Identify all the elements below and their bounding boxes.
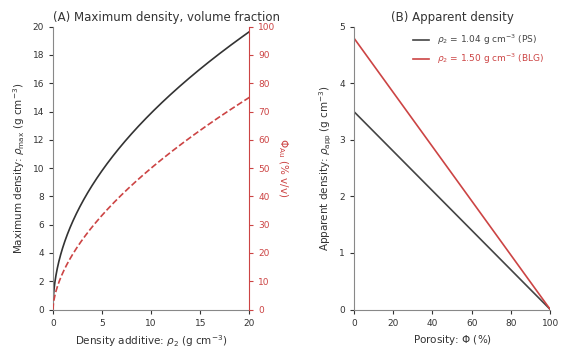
Legend: $\rho_2$ = 1.04 g cm$^{-3}$ (PS), $\rho_2$ = 1.50 g cm$^{-3}$ (BLG): $\rho_2$ = 1.04 g cm$^{-3}$ (PS), $\rho_… <box>409 30 548 70</box>
Y-axis label: Maximum density: $\rho_{\mathrm{max}}$ (g cm$^{-3}$): Maximum density: $\rho_{\mathrm{max}}$ (… <box>11 82 27 254</box>
Text: (A) Maximum density, volume fraction: (A) Maximum density, volume fraction <box>53 11 280 24</box>
X-axis label: Porosity: $\Phi$ (%): Porosity: $\Phi$ (%) <box>413 333 491 347</box>
$\rho_2$ = 1.04 g cm$^{-3}$ (PS) <box>542 303 549 307</box>
$\rho_2$ = 1.04 g cm$^{-3}$ (PS) <box>445 204 452 209</box>
$\rho_2$ = 1.04 g cm$^{-3}$ (PS) <box>467 227 474 231</box>
Line: $\rho_2$ = 1.50 g cm$^{-3}$ (BLG): $\rho_2$ = 1.50 g cm$^{-3}$ (BLG) <box>354 38 550 310</box>
Line: $\rho_2$ = 1.04 g cm$^{-3}$ (PS): $\rho_2$ = 1.04 g cm$^{-3}$ (PS) <box>354 112 550 310</box>
$\rho_2$ = 1.50 g cm$^{-3}$ (BLG) <box>547 307 553 312</box>
$\rho_2$ = 1.50 g cm$^{-3}$ (BLG) <box>445 166 452 171</box>
$\rho_2$ = 1.04 g cm$^{-3}$ (PS) <box>443 203 450 208</box>
$\rho_2$ = 1.04 g cm$^{-3}$ (PS) <box>351 109 357 114</box>
$\rho_2$ = 1.04 g cm$^{-3}$ (PS) <box>457 216 463 221</box>
$\rho_2$ = 1.04 g cm$^{-3}$ (PS) <box>511 272 518 276</box>
$\rho_2$ = 1.50 g cm$^{-3}$ (BLG) <box>443 165 450 169</box>
$\rho_2$ = 1.50 g cm$^{-3}$ (BLG) <box>542 301 549 305</box>
$\rho_2$ = 1.50 g cm$^{-3}$ (BLG) <box>467 197 474 202</box>
$\rho_2$ = 1.04 g cm$^{-3}$ (PS) <box>547 307 553 312</box>
$\rho_2$ = 1.50 g cm$^{-3}$ (BLG) <box>457 183 463 187</box>
Title: (B) Apparent density: (B) Apparent density <box>390 11 514 24</box>
$\rho_2$ = 1.50 g cm$^{-3}$ (BLG) <box>511 258 518 263</box>
Y-axis label: $\Phi_{\mathrm{Au}}$ (% v/v): $\Phi_{\mathrm{Au}}$ (% v/v) <box>276 138 290 198</box>
Y-axis label: Apparent density: $\rho_{\mathrm{app}}$ (g cm$^{-3}$): Apparent density: $\rho_{\mathrm{app}}$ … <box>317 85 333 251</box>
$\rho_2$ = 1.50 g cm$^{-3}$ (BLG) <box>351 36 357 40</box>
X-axis label: Density additive: $\rho_2$ (g cm$^{-3}$): Density additive: $\rho_2$ (g cm$^{-3}$) <box>75 333 227 349</box>
